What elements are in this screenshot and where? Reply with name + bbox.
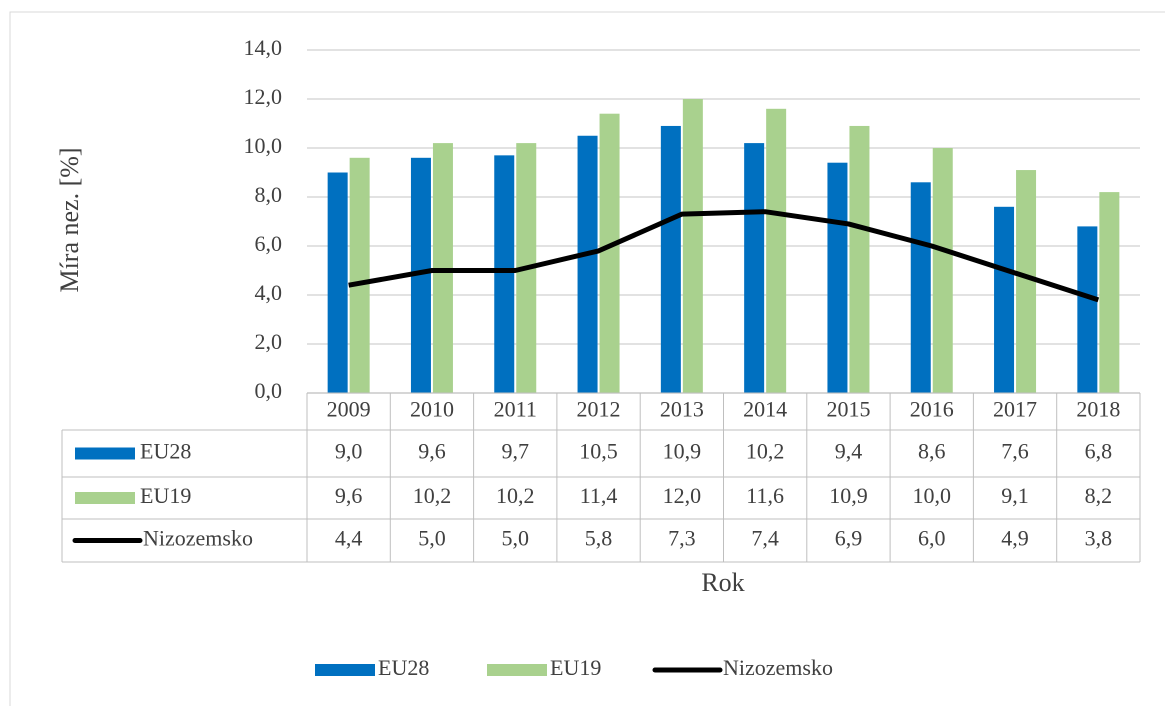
table-cell: 12,0 — [663, 483, 702, 508]
bar — [327, 172, 348, 393]
line-series — [348, 209, 1100, 303]
y-axis-label: Míra nez. [%] — [55, 147, 84, 292]
table-cell: 10,2 — [413, 483, 452, 508]
bar — [849, 125, 870, 393]
bar — [932, 148, 953, 393]
bar — [660, 125, 681, 393]
y-tick-label: 0,0 — [255, 378, 283, 403]
table-cell: 5,8 — [585, 526, 613, 551]
table-cell: 5,0 — [418, 526, 446, 551]
chart-frame — [9, 11, 1165, 706]
bar — [577, 135, 598, 393]
table-cell: 3,8 — [1085, 526, 1113, 551]
y-tick-label: 6,0 — [255, 231, 283, 256]
x-tick-label: 2015 — [826, 397, 870, 422]
x-tick-label: 2010 — [410, 397, 454, 422]
legend-key — [487, 664, 547, 676]
y-tick-label: 12,0 — [244, 84, 283, 109]
table-cell: 11,4 — [580, 483, 618, 508]
y-tick-label: 10,0 — [244, 133, 283, 158]
x-tick-label: 2012 — [577, 397, 621, 422]
table-cell: 10,9 — [663, 439, 702, 464]
table-legend-key — [75, 492, 135, 504]
bar — [410, 157, 431, 393]
bar — [910, 182, 931, 393]
table-cell: 6,8 — [1085, 439, 1113, 464]
table-cell: 6,9 — [835, 526, 863, 551]
table-cell: 9,4 — [835, 439, 863, 464]
x-tick-label: 2018 — [1076, 397, 1120, 422]
table-cell: 5,0 — [502, 526, 530, 551]
x-tick-label: 2016 — [910, 397, 954, 422]
legend-label: EU28 — [378, 655, 429, 680]
table-cell: 9,1 — [1001, 483, 1029, 508]
x-axis-label: Rok — [701, 568, 744, 597]
table-cell: 9,6 — [335, 483, 363, 508]
table-cell: 9,7 — [502, 439, 530, 464]
table-cell: 10,2 — [496, 483, 535, 508]
x-tick-label: 2013 — [660, 397, 704, 422]
y-tick-label: 4,0 — [255, 280, 283, 305]
bar — [1077, 226, 1098, 393]
table-cell: 7,3 — [668, 526, 696, 551]
table-cell: 8,2 — [1085, 483, 1113, 508]
table-row-label: Nizozemsko — [143, 526, 253, 551]
legend-label: Nizozemsko — [723, 655, 833, 680]
table-cell: 10,9 — [829, 483, 868, 508]
bar — [744, 143, 765, 393]
table-cell: 10,0 — [913, 483, 952, 508]
table-cell: 9,0 — [335, 439, 363, 464]
bar — [1099, 192, 1120, 393]
bar — [349, 157, 370, 393]
bar — [766, 108, 787, 394]
bar — [682, 99, 703, 393]
table-cell: 4,9 — [1001, 526, 1029, 551]
x-tick-label: 2014 — [743, 397, 787, 422]
table-row-label: EU28 — [140, 439, 191, 464]
x-tick-label: 2009 — [327, 397, 371, 422]
legend-label: EU19 — [550, 655, 601, 680]
y-tick-label: 14,0 — [244, 35, 283, 60]
table-legend-key — [75, 447, 135, 460]
table-cell: 4,4 — [335, 526, 363, 551]
bar — [1016, 170, 1037, 393]
table-cell: 10,2 — [746, 439, 785, 464]
bar — [994, 206, 1015, 393]
y-tick-label: 8,0 — [255, 182, 283, 207]
table-row-label: EU19 — [140, 483, 191, 508]
bar — [827, 162, 848, 393]
table-cell: 8,6 — [918, 439, 946, 464]
x-tick-label: 2011 — [494, 397, 537, 422]
y-tick-label: 2,0 — [255, 329, 283, 354]
table-cell: 10,5 — [579, 439, 618, 464]
table-cell: 6,0 — [918, 526, 946, 551]
bar — [599, 113, 620, 393]
table-cell: 7,4 — [751, 526, 779, 551]
legend-key — [315, 664, 375, 676]
table-cell: 7,6 — [1001, 439, 1029, 464]
bar — [494, 155, 515, 393]
table-cell: 9,6 — [418, 439, 446, 464]
table-cell: 11,6 — [746, 483, 784, 508]
x-tick-label: 2017 — [993, 397, 1037, 422]
